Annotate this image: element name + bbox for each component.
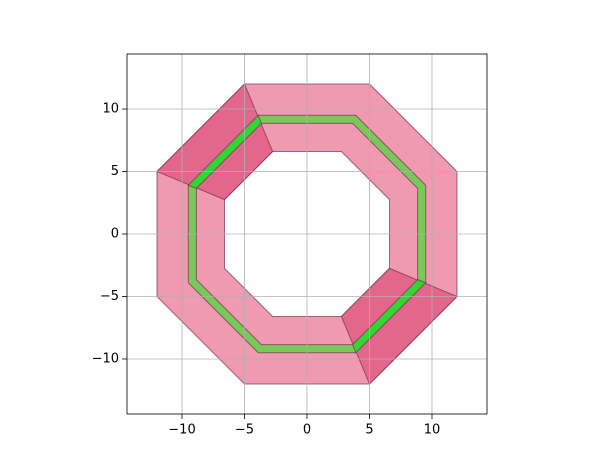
polygon	[352, 279, 427, 354]
y-tick-label: −5	[100, 289, 119, 304]
x-tick-label: 0	[303, 423, 311, 438]
y-tick-label: 0	[111, 227, 119, 242]
x-tick-label: 5	[365, 423, 373, 438]
x-tick-label: −5	[235, 423, 254, 438]
polygon	[340, 267, 458, 385]
y-tick-label: −10	[92, 352, 119, 367]
x-tick-label: −10	[168, 423, 195, 438]
x-tick-label: 10	[424, 423, 441, 438]
polygon	[187, 114, 262, 189]
y-tick-label: 10	[102, 102, 119, 117]
y-tick-label: 5	[111, 164, 119, 179]
polygon	[156, 83, 274, 201]
